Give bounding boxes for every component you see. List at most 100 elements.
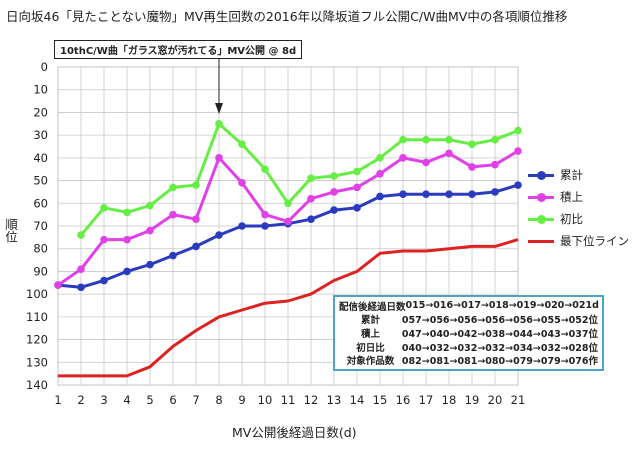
y-tick-label: 60 [33,196,48,210]
data-point [215,154,223,162]
y-tick-label: 120 [26,333,48,347]
data-point [307,215,315,223]
legend-item: 積上 [528,186,629,208]
y-tick-label: 130 [26,355,48,369]
series-line [79,122,519,237]
y-tick-label: 90 [33,264,48,278]
data-point [353,167,361,176]
legend-marker [537,170,546,180]
x-tick-label: 6 [169,393,176,407]
x-tick-label: 17 [419,393,434,407]
info-value: 047→040→042→038→044→043→037位 [401,328,598,340]
y-tick-label: 110 [26,310,48,324]
x-tick-label: 15 [373,393,388,407]
data-point [399,154,407,162]
data-point [146,226,154,235]
data-point [284,217,292,226]
data-point [399,190,407,198]
data-point [422,135,430,144]
y-tick-label: 10 [33,83,48,97]
data-point [215,231,223,239]
data-point [468,190,476,198]
data-point [514,181,522,189]
x-tick-label: 21 [511,393,526,407]
data-point [353,204,361,212]
y-tick-label: 20 [33,105,48,119]
x-tick-label: 18 [442,393,457,407]
x-tick-label: 1 [54,393,61,407]
data-point [376,169,384,178]
data-point [468,163,476,171]
annotation-label: 10thC/W曲「ガラス窓が汚れてる」MV公開 @ 8d [54,40,303,59]
y-tick-label: 100 [26,287,48,301]
legend-item: 初比 [528,208,629,230]
data-point [514,147,522,155]
x-tick-label: 3 [100,393,107,407]
data-point [238,222,246,230]
info-label: 累計 [360,315,380,327]
data-point [215,119,223,128]
info-row-work-count: 対象作品数 082→081→081→080→079→079→076作 [339,353,598,367]
info-row-stacked: 積上 047→040→042→038→044→043→037位 [339,326,598,340]
data-point [353,183,361,192]
x-tick-label: 13 [327,393,342,407]
info-table: 配信後経過日数 015→016→017→018→019→020→021d 累計 … [333,295,604,371]
data-point [307,174,315,183]
x-tick-label: 19 [465,393,480,407]
info-row-first-day-ratio: 初日比 040→032→032→032→034→032→028位 [339,340,598,354]
data-point [100,276,108,285]
data-point [445,149,453,158]
x-tick-label: 12 [304,393,319,407]
info-value: 015→016→017→018→019→020→021d [405,300,599,312]
series-line [58,238,519,378]
y-tick-label: 70 [33,219,48,233]
data-point [100,235,108,244]
data-point [238,140,246,149]
x-tick-label: 4 [123,393,130,407]
data-point [399,135,407,144]
info-value: 057→056→056→056→056→055→052位 [401,315,598,327]
data-point [468,140,476,149]
x-tick-label: 16 [396,393,411,407]
data-point [376,192,384,201]
x-tick-label: 9 [238,393,245,407]
data-point [261,222,269,230]
info-value: 082→081→081→080→079→079→076作 [401,356,598,368]
legend-marker [537,192,546,202]
legend-marker [537,214,546,224]
legend-item: 最下位ライン [528,230,629,252]
info-label: 対象作品数 [346,356,395,368]
data-point [376,154,384,162]
data-point [77,283,85,292]
data-point [238,179,246,187]
y-tick-label: 80 [33,242,48,256]
data-point [192,242,200,251]
info-row-days: 配信後経過日数 015→016→017→018→019→020→021d [339,299,599,313]
x-tick-label: 8 [215,393,222,407]
data-point [261,210,269,219]
data-point [123,208,131,217]
legend-swatch [528,170,554,180]
legend-label: 累計 [560,168,583,182]
data-point [77,265,85,273]
x-tick-label: 2 [77,393,84,407]
x-tick-label: 7 [192,393,199,407]
x-tick-label: 10 [258,393,273,407]
data-point [77,231,85,239]
info-value: 040→032→032→032→034→032→028位 [401,342,598,354]
legend-swatch [528,192,554,202]
data-point [123,267,131,276]
data-point [330,172,338,180]
data-point [422,158,430,167]
data-point [330,188,338,196]
data-point [169,183,177,192]
y-tick-label: 0 [41,60,48,74]
data-point [146,260,154,269]
legend-item: 累計 [528,164,629,186]
data-point [169,210,177,219]
data-point [445,190,453,198]
y-axis-label: 順位 [3,218,18,243]
info-label: 配信後経過日数 [339,301,406,313]
legend-label: 最下位ライン [560,234,629,248]
data-point [445,135,453,144]
